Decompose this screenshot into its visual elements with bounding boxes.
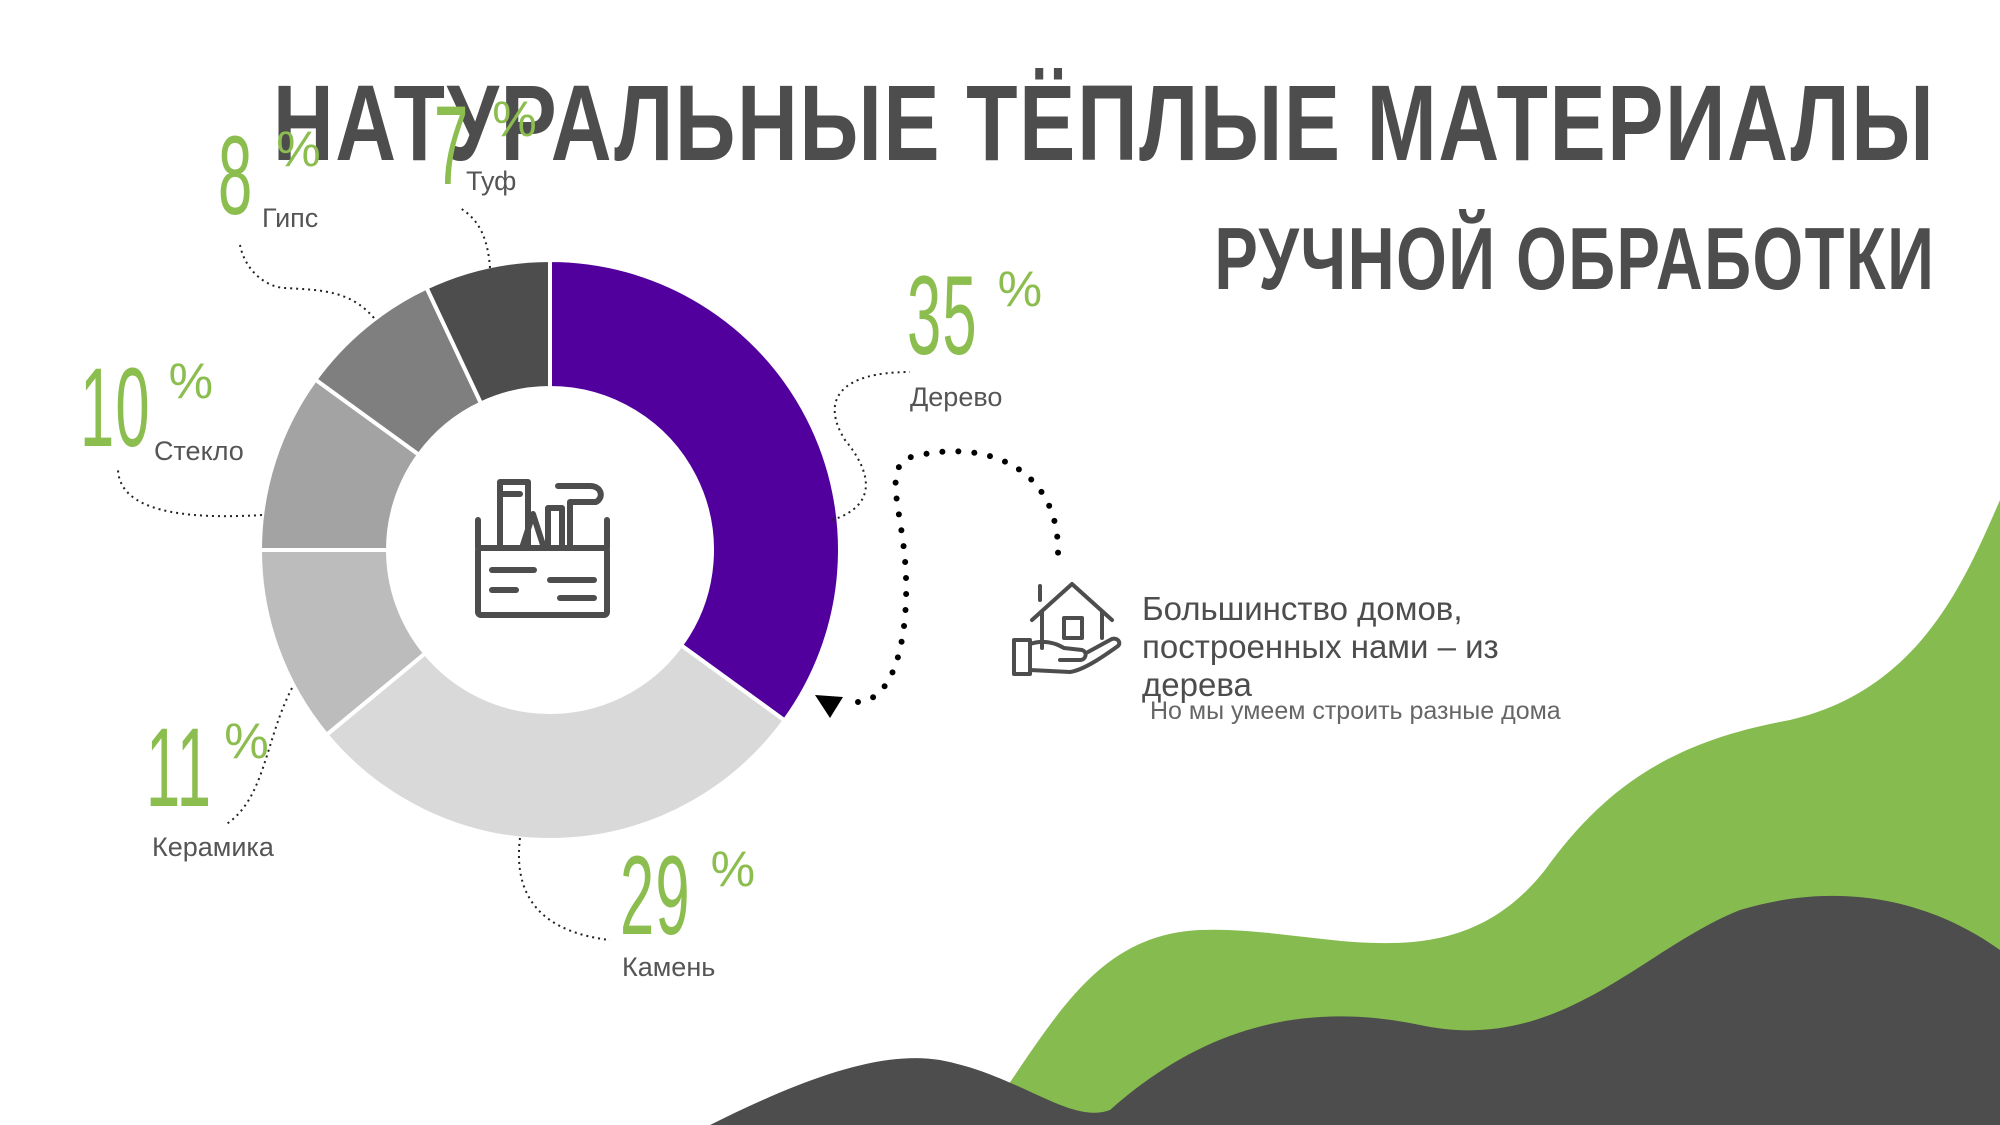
pct-label-kamen: 29% bbox=[620, 840, 755, 952]
note-headline-line1: Большинство домов, bbox=[1142, 590, 1463, 627]
pct-label-tuf: 7% bbox=[434, 90, 537, 202]
house-in-hand-icon bbox=[1012, 582, 1122, 676]
cat-label-steklo: Стекло bbox=[154, 436, 244, 466]
pct-label-gips: 8% bbox=[218, 120, 321, 232]
cat-label-derevo: Дерево bbox=[910, 382, 1003, 412]
pct-label-steklo: 10% bbox=[80, 352, 213, 464]
arrowhead-icon bbox=[815, 695, 843, 718]
pct-sign-kamen: % bbox=[710, 841, 756, 897]
note-headline: Большинство домов, построенных нами – из… bbox=[1142, 590, 1612, 704]
pct-value-gips: 8 bbox=[218, 113, 254, 238]
donut-slice-tuf bbox=[423, 257, 552, 407]
cat-label-keramika: Керамика bbox=[152, 832, 274, 862]
pct-sign-tuf: % bbox=[492, 91, 537, 147]
pct-sign-gips: % bbox=[276, 121, 321, 177]
pct-sign-keramika: % bbox=[224, 713, 269, 769]
cat-label-kamen: Камень bbox=[622, 952, 716, 982]
pct-value-tuf: 7 bbox=[434, 83, 470, 208]
leader-line-derevo bbox=[831, 371, 911, 521]
pct-sign-steklo: % bbox=[168, 353, 214, 409]
page-subtitle: ручной обработки bbox=[1213, 209, 1935, 308]
pct-sign-derevo: % bbox=[997, 261, 1043, 317]
cat-label-tuf: Туф bbox=[466, 166, 517, 196]
pct-label-keramika: 11% bbox=[146, 712, 269, 824]
pct-value-keramika: 11 bbox=[146, 705, 213, 830]
toolbox-icon bbox=[475, 479, 610, 618]
pct-value-kamen: 29 bbox=[620, 833, 691, 958]
leader-line-tuf bbox=[459, 207, 491, 269]
cat-label-gips: Гипс bbox=[262, 203, 319, 233]
dark-wave bbox=[710, 895, 2000, 1125]
pct-value-derevo: 35 bbox=[907, 253, 978, 378]
page-title: Натуральные Тёплые материалы bbox=[272, 62, 1935, 183]
donut-slice-derevo bbox=[548, 257, 842, 724]
pct-value-steklo: 10 bbox=[80, 345, 151, 470]
leader-line-kamen bbox=[517, 837, 611, 941]
pct-label-derevo: 35% bbox=[907, 260, 1042, 372]
leader-line-steklo bbox=[117, 469, 263, 518]
leader-line-keramika bbox=[224, 687, 293, 826]
donut-slice-kamen bbox=[323, 642, 788, 842]
note-subtext: Но мы умеем строить разные дома bbox=[1150, 697, 1561, 725]
note-headline-line2: построенных нами – из дерева bbox=[1142, 628, 1499, 703]
leader-line-gips bbox=[239, 244, 375, 319]
